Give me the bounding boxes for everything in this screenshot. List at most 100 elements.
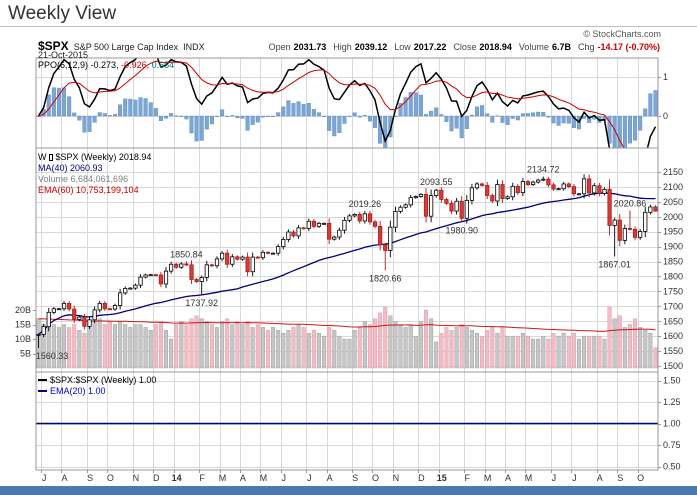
ppo-histogram-bar bbox=[245, 115, 250, 131]
ppo-histogram-bar bbox=[77, 115, 82, 121]
ppo-histogram-bar bbox=[87, 115, 92, 132]
volume-bar bbox=[332, 330, 337, 369]
volume-bar bbox=[617, 315, 622, 369]
candle-body bbox=[250, 256, 255, 273]
ppo-histogram-bar bbox=[633, 115, 638, 141]
candle-body bbox=[72, 308, 77, 320]
candle-body bbox=[97, 302, 102, 311]
volume-bar bbox=[408, 324, 413, 369]
candle-body bbox=[194, 279, 199, 282]
candle-body bbox=[648, 206, 653, 213]
candle-body bbox=[454, 200, 459, 212]
ppo-histogram-bar bbox=[357, 115, 362, 118]
ppo-histogram-bar bbox=[424, 114, 429, 117]
candle-body bbox=[138, 276, 143, 286]
ppo-histogram-bar bbox=[546, 115, 551, 118]
candle-body bbox=[602, 188, 607, 194]
volume-bar bbox=[413, 335, 418, 369]
x-axis-label: J bbox=[572, 473, 577, 483]
x-axis-label: F bbox=[199, 473, 205, 483]
ppo-histogram-bar bbox=[67, 96, 72, 117]
candle-body bbox=[403, 204, 408, 208]
volume-bar bbox=[627, 324, 632, 369]
candle-body bbox=[281, 239, 286, 248]
ppo-histogram-bar bbox=[464, 115, 469, 129]
ppo-histogram-bar bbox=[327, 115, 332, 131]
ppo-histogram-bar bbox=[622, 115, 627, 148]
candle-body bbox=[163, 270, 169, 285]
volume-bar bbox=[128, 327, 133, 369]
candle-body bbox=[612, 219, 617, 226]
candle-body bbox=[617, 219, 622, 241]
x-axis-label: S bbox=[617, 473, 623, 483]
ppo-histogram-bar bbox=[454, 115, 459, 129]
ppo-histogram-bar bbox=[107, 115, 112, 117]
candle-body bbox=[92, 309, 97, 321]
candle-body bbox=[423, 193, 429, 217]
candle-body bbox=[367, 213, 373, 223]
candle-body bbox=[255, 256, 260, 259]
ppo-histogram-bar bbox=[434, 107, 439, 117]
volume-bar bbox=[607, 306, 612, 369]
volume-bar bbox=[561, 333, 566, 369]
ppo-histogram-bar bbox=[398, 103, 403, 117]
ppo-histogram-bar bbox=[255, 115, 260, 123]
volume-bar bbox=[220, 321, 225, 369]
ppo-histogram-bar bbox=[240, 115, 245, 119]
candle-body bbox=[46, 311, 51, 328]
ppo-histogram-bar bbox=[643, 108, 648, 117]
candle-body bbox=[627, 228, 633, 230]
volume-bar bbox=[475, 333, 480, 369]
ratio-legend-ema: EMA(20) 1.00 bbox=[38, 386, 106, 396]
candle-body bbox=[332, 236, 337, 240]
candle-body bbox=[174, 263, 179, 268]
volume-bar bbox=[291, 327, 296, 369]
x-axis-label: A bbox=[327, 473, 333, 483]
main-legend-symbol: W $SPX (Weekly) 2018.94 bbox=[38, 152, 152, 162]
ppo-histogram-bar bbox=[510, 115, 515, 119]
volume-bar bbox=[444, 327, 449, 369]
ppo-histogram-bar bbox=[403, 97, 408, 117]
candle-body bbox=[480, 183, 485, 186]
volume-bar bbox=[469, 330, 474, 369]
candle-body bbox=[546, 178, 551, 186]
volume-bar bbox=[265, 330, 270, 369]
candle-body bbox=[321, 222, 327, 225]
volume-bar bbox=[638, 327, 643, 369]
ppo-histogram-bar bbox=[408, 92, 413, 117]
ppo-histogram-bar bbox=[413, 92, 418, 117]
ppo-histogram-bar bbox=[480, 105, 485, 117]
volume-bar bbox=[199, 318, 204, 369]
volume-bar bbox=[245, 321, 250, 369]
candle-body bbox=[51, 308, 56, 313]
volume-bar bbox=[500, 327, 505, 369]
ppo-histogram-bar bbox=[551, 115, 556, 124]
price-axis-label: 1900 bbox=[663, 242, 683, 252]
main-legend-volume: Volume 6,684,061,696 bbox=[38, 174, 129, 184]
ppo-histogram-bar bbox=[153, 108, 158, 117]
ppo-histogram-bar bbox=[169, 113, 174, 117]
x-axis-label: A bbox=[61, 473, 67, 483]
candle-body bbox=[77, 316, 82, 320]
volume-bar bbox=[174, 324, 179, 369]
volume-bar bbox=[592, 335, 597, 369]
candle-body bbox=[653, 206, 658, 212]
volume-bar bbox=[322, 335, 327, 369]
ppo-histogram-bar bbox=[92, 115, 97, 123]
quote-summary: Open 2031.73 High 2039.12 Low 2017.22 Close… bbox=[269, 42, 660, 52]
ppo-histogram-bar bbox=[587, 115, 592, 123]
volume-bar bbox=[434, 341, 439, 369]
x-axis-label: J bbox=[281, 473, 286, 483]
volume-bar bbox=[495, 333, 500, 369]
volume-bar bbox=[194, 315, 199, 369]
ppo-histogram-bar bbox=[184, 115, 189, 120]
volume-bar bbox=[62, 324, 67, 369]
chart-date: 21-Oct-2015 bbox=[38, 50, 89, 60]
ppo-histogram-bar bbox=[72, 112, 77, 117]
ppo-histogram-bar bbox=[337, 115, 342, 133]
ppo-histogram-bar bbox=[174, 115, 179, 117]
candle-body bbox=[56, 308, 62, 311]
volume-bar bbox=[260, 327, 265, 369]
candle-body bbox=[199, 276, 204, 282]
